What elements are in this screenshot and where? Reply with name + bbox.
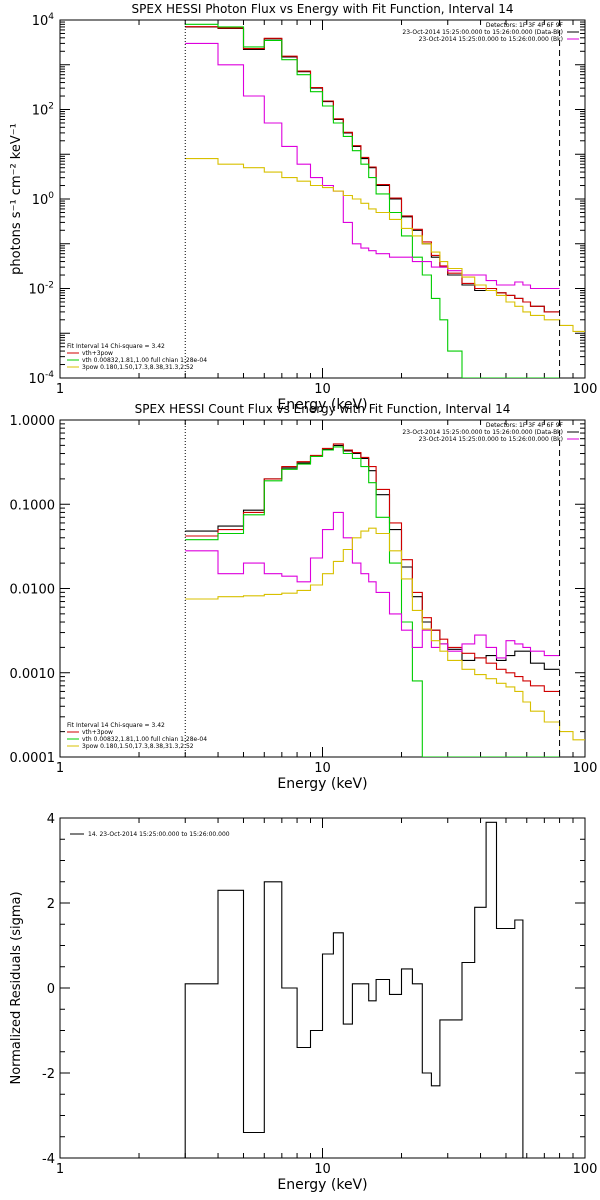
y-tick-label: -4	[42, 1152, 55, 1167]
y-tick-label: 10-2	[28, 281, 54, 298]
y-axis-label: Normalized Residuals (sigma)	[9, 891, 24, 1084]
series-line-3	[185, 446, 560, 757]
series-line-5	[185, 527, 585, 741]
header-legend-text: Detectors: 1F 3F 4F 6F 9F	[486, 22, 564, 29]
y-tick-label: 4	[47, 812, 55, 827]
panel-1: SPEX HESSI Photon Flux vs Energy with Fi…	[9, 2, 597, 413]
series-group	[184, 821, 560, 1158]
chart-title: SPEX HESSI Photon Flux vs Energy with Fi…	[132, 2, 514, 16]
y-tick-label: 10-4	[28, 370, 54, 387]
y-tick-label: 100	[32, 191, 55, 208]
series-line-4	[185, 511, 560, 659]
y-tick-label: 2	[47, 897, 55, 912]
header-legend-text: 14. 23-Oct-2014 15:25:00.000 to 15:26:00…	[88, 831, 230, 838]
y-axis-label: photons s⁻¹ cm⁻² keV⁻¹	[9, 123, 24, 275]
plot-frame	[59, 419, 586, 758]
fit-legend-text: vth 0.00832,1.81,1.00 full chian 1.28e-0…	[82, 736, 207, 743]
series-line-1	[184, 821, 560, 1158]
fit-legend-text: vth 0.00832,1.81,1.00 full chian 1.28e-0…	[82, 357, 207, 364]
x-axis-label: Energy (keV)	[277, 1177, 367, 1193]
series-line-2	[185, 26, 560, 313]
series-group	[185, 443, 585, 757]
x-tick-label: 1	[56, 761, 64, 776]
fit-legend-text: vth+3pow	[82, 729, 113, 736]
x-axis-label: Energy (keV)	[277, 776, 367, 792]
header-legend-text: 23-Oct-2014 15:25:00.000 to 15:26:00.000…	[402, 429, 563, 436]
x-tick-label: 10	[314, 1162, 331, 1177]
fit-legend-text: Fit Interval 14 Chi-square = 3.42	[67, 343, 165, 350]
fit-legend-text: 3pow 0.180,1.50,17.3,8.38,31.3,2.52	[82, 364, 194, 371]
header-legend-text: Detectors: 1F 3F 4F 6F 9F	[486, 422, 564, 429]
x-tick-label: 1	[56, 382, 64, 397]
series-line-3	[185, 23, 560, 378]
chart-title: SPEX HESSI Count Flux vs Energy with Fit…	[135, 402, 511, 416]
header-legend-text: 23-Oct-2014 15:25:00.000 to 15:26:00.000…	[419, 36, 563, 43]
x-axis-label: Energy (keV)	[277, 397, 367, 413]
series-line-1	[185, 26, 560, 313]
header-legend-text: 23-Oct-2014 15:25:00.000 to 15:26:00.000…	[419, 436, 563, 443]
x-tick-label: 100	[573, 761, 598, 776]
y-tick-label: 0.0010	[10, 667, 56, 682]
fit-legend-text: Fit Interval 14 Chi-square = 3.42	[67, 722, 165, 729]
y-tick-label: 1.0000	[10, 414, 56, 429]
series-line-1	[185, 444, 560, 670]
plot-frame	[59, 19, 586, 379]
fit-legend-text: 3pow 0.180,1.50,17.3,8.38,31.3,2.52	[82, 743, 194, 750]
y-tick-label: 0	[47, 982, 55, 997]
x-tick-label: 10	[314, 382, 331, 397]
x-tick-label: 10	[314, 761, 331, 776]
x-tick-label: 100	[573, 1162, 598, 1177]
series-group	[185, 23, 585, 378]
y-tick-label: 0.0001	[10, 751, 56, 766]
y-tick-label: 0.1000	[10, 498, 56, 513]
x-tick-label: 1	[56, 1162, 64, 1177]
y-tick-label: -2	[42, 1067, 55, 1082]
series-line-2	[185, 443, 560, 692]
panel-2: SPEX HESSI Count Flux vs Energy with Fit…	[10, 402, 598, 792]
fit-legend-text: vth+3pow	[82, 350, 113, 357]
panel-3: 1 10 100 Energy (keV) -4 -2 0 2 4 Normalized Resi…	[9, 812, 597, 1193]
y-tick-label: 0.0100	[10, 583, 56, 598]
series-line-4	[185, 42, 560, 290]
y-tick-label: 104	[32, 12, 55, 29]
y-tick-label: 102	[32, 102, 54, 119]
series-line-5	[185, 158, 585, 332]
header-legend-text: 23-Oct-2014 15:25:00.000 to 15:26:00.000…	[402, 29, 563, 36]
x-tick-label: 100	[573, 382, 598, 397]
